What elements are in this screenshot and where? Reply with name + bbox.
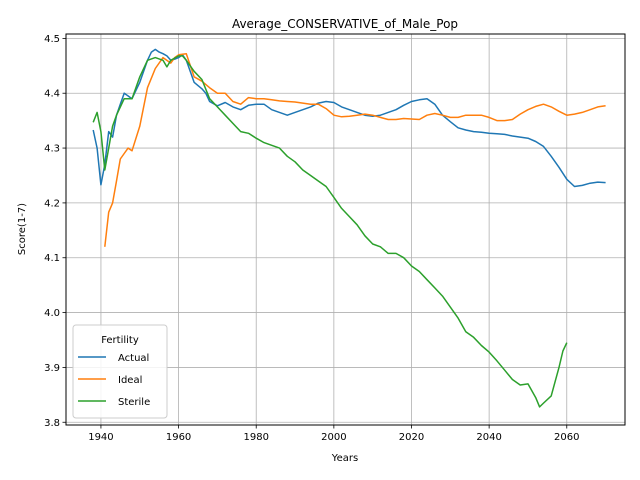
y-axis-label: Score(1-7) xyxy=(17,203,28,255)
x-tick-label: 2000 xyxy=(321,432,346,443)
x-tick-label: 1980 xyxy=(243,432,268,443)
legend-label-sterile: Sterile xyxy=(118,397,150,408)
x-tick-label: 2060 xyxy=(554,432,579,443)
x-axis-ticks: 1940 1960 1980 2000 2020 2040 2060 xyxy=(88,425,579,443)
y-tick-label: 4.5 xyxy=(44,34,60,45)
chart-title: Average_CONSERVATIVE_of_Male_Pop xyxy=(232,17,458,31)
y-tick-label: 4.3 xyxy=(44,144,60,155)
legend-box xyxy=(72,324,168,419)
series-line-sterile xyxy=(92,55,568,408)
legend-label-ideal: Ideal xyxy=(118,375,142,386)
legend: Fertility Actual Ideal Sterile xyxy=(72,324,168,419)
y-tick-label: 3.8 xyxy=(44,418,60,429)
legend-items: Actual Ideal Sterile xyxy=(78,353,150,408)
y-tick-label: 4.0 xyxy=(44,308,60,319)
x-tick-label: 2020 xyxy=(399,432,424,443)
x-tick-label: 1940 xyxy=(88,432,113,443)
y-tick-label: 4.4 xyxy=(44,89,60,100)
y-tick-label: 3.9 xyxy=(44,363,60,374)
x-tick-label: 2040 xyxy=(476,432,501,443)
legend-label-actual: Actual xyxy=(118,353,149,364)
y-tick-label: 4.1 xyxy=(44,253,60,264)
y-tick-label: 4.2 xyxy=(44,198,60,209)
series-lines xyxy=(92,48,606,408)
series-line-actual xyxy=(92,48,606,188)
series-line-ideal xyxy=(104,52,606,247)
x-tick-label: 1960 xyxy=(166,432,191,443)
plot-frame xyxy=(65,33,626,426)
x-axis-label: Years xyxy=(331,453,358,464)
legend-title: Fertility xyxy=(101,335,139,346)
y-axis-ticks: 3.8 3.9 4.0 4.1 4.2 4.3 4.4 4.5 xyxy=(44,34,66,429)
